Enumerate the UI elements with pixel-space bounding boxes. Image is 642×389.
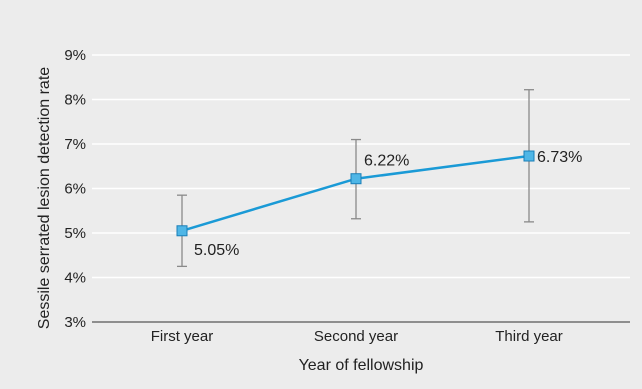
x-tick-label: Third year xyxy=(495,328,563,345)
x-tick-label: Second year xyxy=(314,328,398,345)
data-label: 6.22% xyxy=(364,153,409,170)
y-tick-label: 9% xyxy=(64,47,86,64)
y-tick-label: 3% xyxy=(64,314,86,331)
data-point-marker xyxy=(350,173,362,185)
data-markers xyxy=(176,150,535,237)
y-tick-label: 4% xyxy=(64,270,86,287)
y-axis-title: Sessile serrated lesion detection rate xyxy=(36,67,53,329)
y-tick-label: 8% xyxy=(64,92,86,109)
x-axis: First year Second year Third year xyxy=(92,321,630,345)
y-tick-label: 5% xyxy=(64,225,86,242)
y-axis-ticks: 3% 4% 5% 6% 7% 8% 9% xyxy=(64,47,86,331)
x-tick-label: First year xyxy=(151,328,214,345)
data-label: 6.73% xyxy=(537,149,582,166)
x-axis-title: Year of fellowship xyxy=(299,357,424,374)
data-label: 5.05% xyxy=(194,242,239,259)
data-labels: 5.05% 6.22% 6.73% xyxy=(194,149,582,259)
y-tick-label: 7% xyxy=(64,136,86,153)
data-point-marker xyxy=(176,225,188,237)
y-tick-label: 6% xyxy=(64,181,86,198)
gridlines xyxy=(92,54,630,279)
data-point-marker xyxy=(523,150,535,162)
